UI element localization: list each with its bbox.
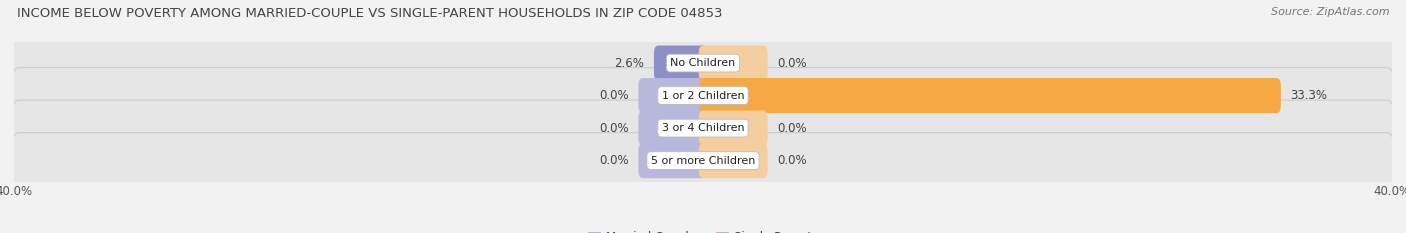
- FancyBboxPatch shape: [638, 143, 707, 178]
- FancyBboxPatch shape: [654, 45, 707, 81]
- Text: 3 or 4 Children: 3 or 4 Children: [662, 123, 744, 133]
- Text: 2.6%: 2.6%: [614, 57, 644, 70]
- Text: 0.0%: 0.0%: [599, 89, 628, 102]
- FancyBboxPatch shape: [13, 68, 1393, 123]
- FancyBboxPatch shape: [13, 100, 1393, 156]
- Text: 0.0%: 0.0%: [599, 122, 628, 135]
- Text: Source: ZipAtlas.com: Source: ZipAtlas.com: [1271, 7, 1389, 17]
- Text: INCOME BELOW POVERTY AMONG MARRIED-COUPLE VS SINGLE-PARENT HOUSEHOLDS IN ZIP COD: INCOME BELOW POVERTY AMONG MARRIED-COUPL…: [17, 7, 723, 20]
- Text: 33.3%: 33.3%: [1291, 89, 1327, 102]
- Legend: Married Couples, Single Parents: Married Couples, Single Parents: [583, 226, 823, 233]
- Text: No Children: No Children: [671, 58, 735, 68]
- FancyBboxPatch shape: [699, 110, 768, 146]
- Text: 5 or more Children: 5 or more Children: [651, 156, 755, 166]
- Text: 0.0%: 0.0%: [778, 57, 807, 70]
- FancyBboxPatch shape: [699, 78, 1281, 113]
- Text: 0.0%: 0.0%: [778, 122, 807, 135]
- Text: 1 or 2 Children: 1 or 2 Children: [662, 91, 744, 101]
- Text: 0.0%: 0.0%: [778, 154, 807, 167]
- FancyBboxPatch shape: [13, 133, 1393, 188]
- FancyBboxPatch shape: [699, 45, 768, 81]
- FancyBboxPatch shape: [13, 35, 1393, 91]
- Text: 0.0%: 0.0%: [599, 154, 628, 167]
- FancyBboxPatch shape: [638, 110, 707, 146]
- FancyBboxPatch shape: [699, 143, 768, 178]
- FancyBboxPatch shape: [638, 78, 707, 113]
